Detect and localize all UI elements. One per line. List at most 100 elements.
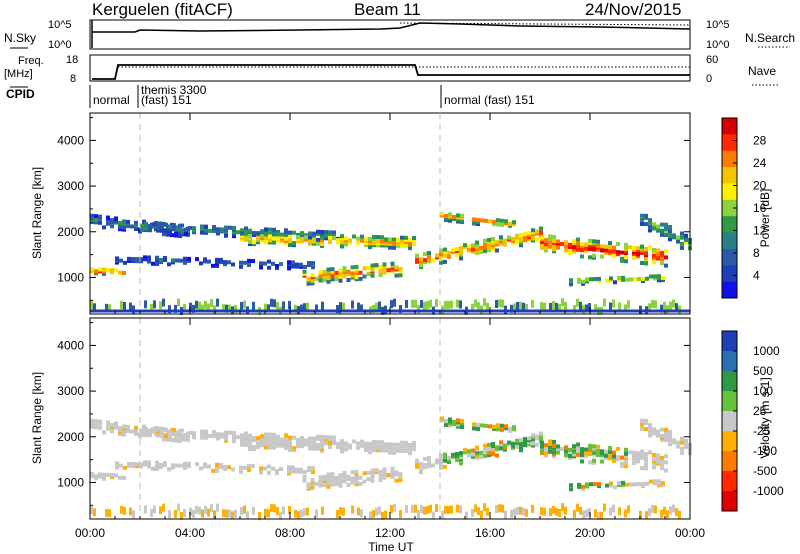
velocity-cell [661,481,665,486]
power-cell [336,238,340,243]
velocity-cell [332,441,336,446]
power-cell [318,270,323,275]
power-cell [652,247,656,252]
power-cell [370,263,375,268]
velocity-cell [259,468,263,473]
velocity-cell [324,437,328,442]
velocity-cell [636,457,640,462]
power-cell [632,251,636,256]
power-cell [496,218,500,223]
power-cell [531,228,535,233]
power-cell [98,269,102,274]
power-cell [252,233,256,238]
power-cell [459,250,463,255]
velocity-cell [172,432,176,437]
power-cell [330,271,335,276]
velocity-cell [183,461,187,466]
power-cell [618,302,621,311]
velocity-cell [272,432,276,437]
power-cell [244,233,248,238]
velocity-cell [366,477,371,482]
power-cell [499,239,503,244]
velocity-cell [248,440,252,445]
velocity-cell [636,459,640,464]
colorbar-swatch [722,118,737,135]
velocity-cell [612,458,616,463]
power-cell [584,242,588,247]
power-cell [412,242,416,247]
power-cell [360,238,364,243]
velocity-cell [672,438,676,443]
velocity-cell [324,439,328,444]
velocity-cell [159,506,162,515]
power-cell [483,298,486,307]
velocity-cell [648,508,651,517]
velocity-cell [171,463,175,468]
velocity-cell [467,451,471,456]
power-cell [456,213,460,218]
power-cell [276,302,279,311]
power-cell [664,228,668,233]
velocity-cell [239,469,243,474]
power-cell [130,224,134,229]
velocity-cell [640,453,644,458]
velocity-cell [316,434,320,439]
power-cell [248,239,252,244]
velocity-cell [609,481,613,486]
power-cell [447,300,450,309]
velocity-cell [94,423,98,428]
velocity-cell [334,475,339,480]
velocity-cell [640,418,644,423]
power-cell [459,300,462,309]
power-cell [310,279,315,284]
velocity-cell [580,459,584,464]
velocity-cell [348,443,352,448]
velocity-cell [508,426,512,431]
power-cell [652,252,656,257]
power-cell [216,231,220,236]
velocity-cell [324,441,328,446]
power-cell [564,244,568,249]
power-cell [144,221,148,226]
power-cell [268,227,272,232]
power-cell [177,298,180,307]
power-cell [102,271,106,276]
power-cell [426,300,429,309]
power-cell [171,258,175,263]
velocity-cell [223,467,227,472]
velocity-cell [652,429,656,434]
velocity-cell [94,474,98,479]
velocity-cell [483,443,487,448]
velocity-cell [652,427,656,432]
velocity-cell [624,456,628,461]
velocity-cell [168,430,172,435]
power-cell [188,225,192,230]
velocity-cell [342,475,347,480]
colorbar-swatch [722,411,737,432]
power-cell [140,223,144,228]
power-cell [215,261,219,266]
velocity-cell [232,437,236,442]
power-cell [115,260,119,265]
power-cell [564,240,568,245]
velocity-cell [232,430,236,435]
velocity-cell [400,448,404,453]
power-cell [159,260,163,265]
velocity-cell [388,442,392,447]
power-cell [342,268,347,273]
power-cell [519,241,523,246]
velocity-cell [127,463,131,468]
velocity-cell [523,439,527,444]
velocity-cell [444,418,448,423]
power-cell [651,300,654,309]
power-cell [652,256,656,261]
velocity-cell [231,511,234,520]
power-cell [640,261,644,266]
velocity-cell [657,483,661,488]
velocity-cell [372,439,376,444]
velocity-cell [204,429,208,434]
velocity-cell [657,479,661,484]
power-cell [440,213,444,218]
